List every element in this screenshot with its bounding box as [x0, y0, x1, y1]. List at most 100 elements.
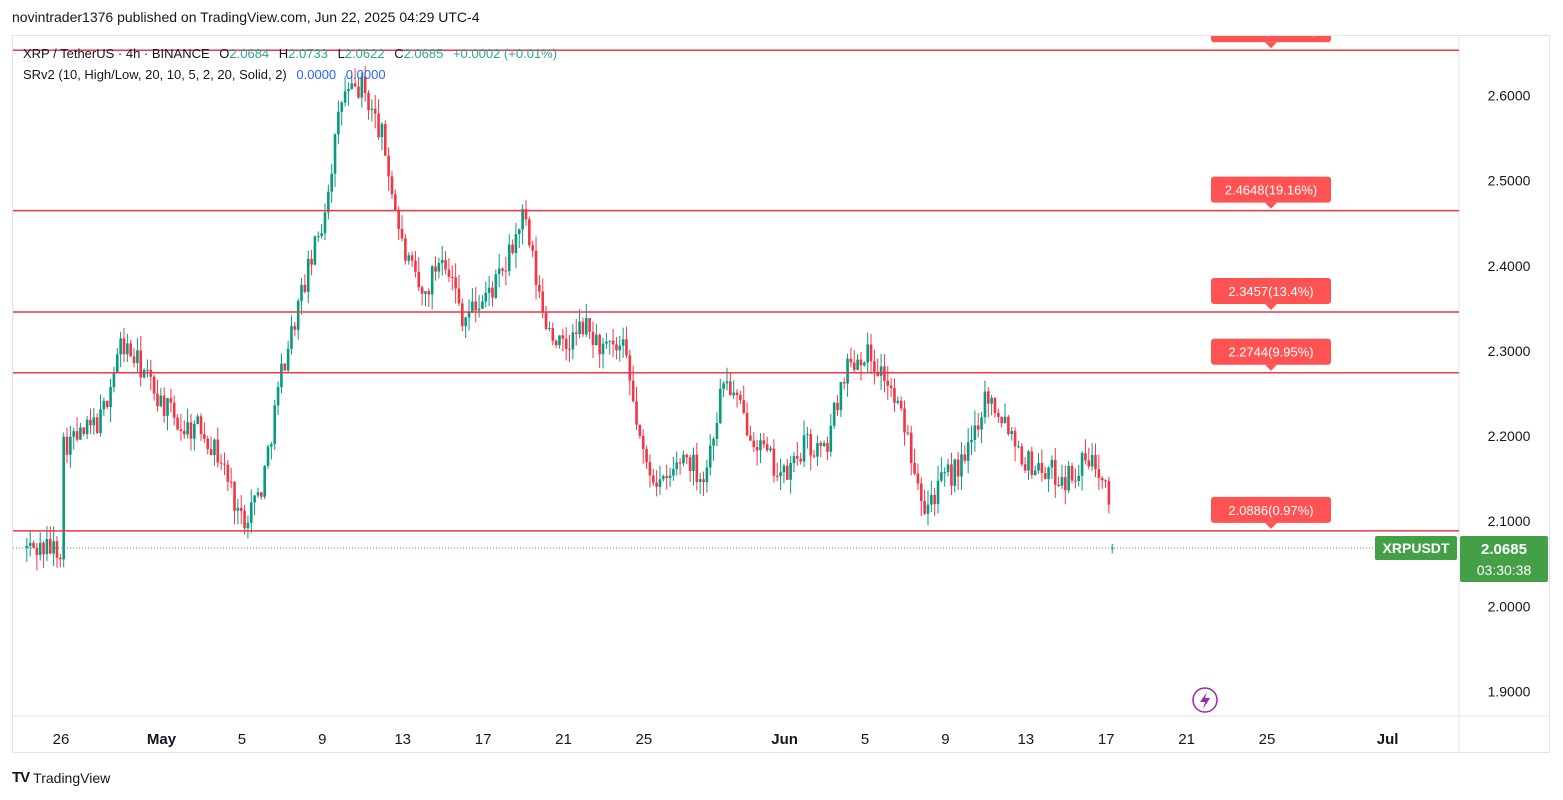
- indicator-title[interactable]: SRv2 (10, High/Low, 20, 10, 5, 2, 20, So…: [23, 67, 287, 82]
- candle-body: [286, 348, 290, 371]
- candle-body: [1090, 454, 1094, 467]
- candle-body: [156, 393, 159, 407]
- candle-body: [956, 459, 960, 477]
- candle-body: [253, 495, 256, 503]
- candle-body: [129, 343, 132, 357]
- symbol-title[interactable]: XRP / TetherUS · 4h · BINANCE: [23, 46, 210, 61]
- candle-body: [383, 124, 387, 156]
- candle-body: [1060, 477, 1064, 486]
- candle-body: [347, 88, 350, 92]
- candle-body: [504, 270, 508, 272]
- x-tick-label: 9: [941, 731, 949, 748]
- candle-body: [779, 472, 782, 477]
- candle-body: [1050, 459, 1054, 468]
- sr-level-tag[interactable]: [1211, 278, 1331, 305]
- candle-body: [655, 482, 658, 487]
- candle-body: [578, 321, 581, 334]
- x-tick-label: 13: [1017, 731, 1034, 748]
- candle-body: [685, 454, 689, 458]
- candle-body: [1107, 481, 1111, 505]
- candle-body: [404, 238, 407, 261]
- open-label: O: [219, 46, 230, 61]
- price-chart[interactable]: 2.6000 2.5000 2.4000 2.3000 2.2000 2.1000 2.00…: [13, 36, 1550, 753]
- candle-body: [846, 358, 849, 384]
- candle-body: [186, 422, 189, 435]
- candle-body: [1074, 480, 1077, 482]
- candle-body: [370, 108, 374, 111]
- candle-body: [273, 405, 277, 445]
- candle-body: [584, 318, 588, 335]
- sr-level-tag[interactable]: [1211, 36, 1331, 43]
- candle-body: [440, 260, 444, 264]
- candle-body: [943, 472, 947, 474]
- candle-body: [615, 344, 618, 351]
- candle-body: [822, 443, 826, 446]
- candle-body: [320, 233, 323, 237]
- tradingview-logo[interactable]: TV TradingView: [12, 769, 110, 786]
- lightning-icon-glyph: [1200, 692, 1210, 709]
- x-tick-label: Jun: [771, 731, 798, 748]
- candle-body: [940, 472, 943, 481]
- candle-body: [732, 392, 735, 396]
- candle-body: [715, 423, 719, 440]
- y-tick-label: 2.5000: [1488, 173, 1531, 189]
- candle-body: [960, 454, 963, 477]
- candle-body: [226, 464, 230, 482]
- candle-body: [916, 473, 920, 484]
- sr-level-tag-pointer: [1265, 42, 1277, 49]
- candle-body: [377, 113, 380, 138]
- tradingview-brand: TradingView: [33, 769, 111, 786]
- candle-body: [507, 244, 511, 272]
- candle-body: [219, 462, 223, 464]
- x-tick-label: 21: [1178, 731, 1195, 748]
- candle-body: [1080, 453, 1084, 476]
- candle-body: [564, 338, 568, 349]
- candle-body: [487, 287, 491, 293]
- candle-body: [199, 416, 203, 435]
- candle-body: [551, 328, 555, 341]
- candle-body: [169, 398, 173, 403]
- candle-body: [59, 557, 62, 560]
- candle-body: [742, 400, 746, 413]
- candle-body: [631, 380, 635, 402]
- candle-body: [434, 266, 437, 272]
- sr-level-label: 2.6533(28.27%): [1225, 36, 1318, 37]
- candle-body: [447, 269, 451, 278]
- candle-body: [92, 417, 96, 426]
- candle-body: [1094, 454, 1097, 470]
- candle-body: [450, 277, 454, 279]
- sr-level-tag[interactable]: [1211, 176, 1331, 203]
- candle-body: [544, 312, 548, 329]
- candle-body: [239, 507, 243, 511]
- candle-body: [89, 419, 92, 426]
- chart-pane[interactable]: 2.6000 2.5000 2.4000 2.3000 2.2000 2.1000 2.00…: [12, 35, 1550, 753]
- candle-body: [950, 464, 953, 486]
- candle-body: [457, 288, 461, 304]
- candle-body: [102, 400, 106, 410]
- sr-level-tag[interactable]: [1211, 338, 1331, 365]
- candle-body: [79, 427, 82, 440]
- candle-body: [1003, 416, 1007, 424]
- candle-body: [454, 277, 457, 289]
- candle-body: [407, 255, 411, 261]
- candle-body: [236, 507, 240, 511]
- candle-body: [695, 454, 699, 482]
- x-tick-label: May: [147, 731, 177, 748]
- candle-body: [832, 402, 836, 426]
- candle-body: [310, 258, 313, 265]
- indicator-legend: SRv2 (10, High/Low, 20, 10, 5, 2, 20, So…: [23, 67, 386, 82]
- candle-body: [672, 469, 675, 476]
- candle-body: [799, 458, 802, 462]
- candle-body: [806, 434, 809, 436]
- candle-body: [718, 388, 722, 424]
- sr-level-tag[interactable]: [1211, 496, 1331, 523]
- candle-body: [400, 229, 404, 239]
- last-price-tag[interactable]: [1460, 536, 1548, 583]
- candle-body: [437, 263, 441, 272]
- x-tick-label: 5: [238, 731, 246, 748]
- symbol-price-tag[interactable]: [1375, 536, 1457, 561]
- candle-body: [1023, 464, 1027, 471]
- x-tick-label: Jul: [1377, 731, 1399, 748]
- candle-body: [179, 429, 183, 432]
- candle-body: [705, 467, 709, 483]
